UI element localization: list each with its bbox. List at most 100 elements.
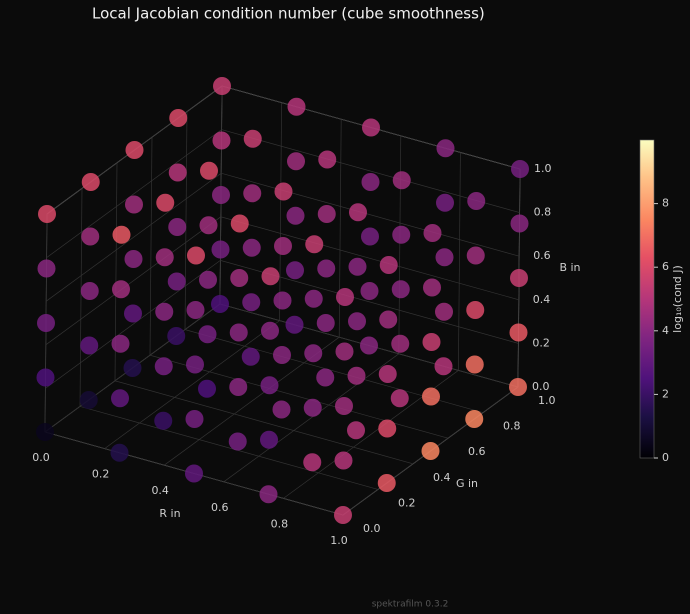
point (361, 173, 380, 191)
point (79, 391, 98, 409)
point (200, 161, 218, 180)
point (241, 347, 260, 366)
point (347, 421, 365, 440)
point (125, 195, 143, 214)
point (169, 109, 188, 127)
point (273, 346, 291, 364)
point (348, 312, 366, 331)
point (198, 379, 216, 398)
x-axis-label: R in (159, 507, 180, 520)
z-tick-label: 1.0 (534, 162, 552, 175)
point (274, 237, 292, 255)
point (80, 336, 99, 355)
y-axis-label: G in (456, 477, 478, 490)
point (242, 238, 261, 257)
point (260, 430, 278, 449)
point (37, 314, 55, 332)
colorbar-tick-label: 6 (662, 260, 669, 273)
point (467, 192, 486, 210)
point (124, 250, 143, 268)
x-tick-label: 0.2 (92, 468, 110, 481)
point (155, 302, 174, 321)
point (260, 376, 279, 395)
point (466, 301, 485, 319)
point (423, 278, 441, 297)
point (510, 214, 529, 233)
point (336, 288, 354, 306)
point (286, 261, 304, 280)
point (36, 423, 54, 441)
z-tick-label: 0.0 (532, 380, 550, 393)
point (199, 270, 217, 289)
point (511, 160, 529, 178)
point (392, 171, 411, 190)
point (334, 506, 352, 524)
point (168, 218, 187, 236)
point (37, 259, 56, 278)
z-tick-label: 0.6 (533, 249, 551, 262)
point (212, 186, 230, 204)
point (303, 398, 322, 417)
point (378, 419, 397, 438)
point (348, 257, 367, 276)
grid-line (79, 188, 379, 490)
point (349, 203, 367, 222)
point (211, 295, 229, 313)
z-tick-label: 0.4 (533, 293, 551, 306)
point (303, 453, 322, 472)
point (334, 451, 353, 470)
point (186, 355, 204, 374)
point (316, 314, 335, 332)
point (213, 77, 231, 95)
point (168, 163, 187, 182)
z-axis-label: B in (559, 261, 580, 274)
point (287, 97, 306, 116)
point (229, 378, 248, 396)
point (434, 357, 453, 376)
point (243, 129, 262, 148)
point (124, 304, 142, 323)
z-tick-label: 0.8 (534, 206, 552, 219)
colorbar-tick-label: 0 (662, 451, 669, 464)
point (81, 227, 100, 246)
point (230, 269, 249, 287)
point (36, 368, 55, 387)
colorbar (639, 139, 655, 459)
point (154, 411, 173, 430)
y-tick-label: 0.6 (468, 445, 486, 458)
point (436, 139, 455, 158)
point (335, 397, 353, 415)
y-tick-label: 0.0 (363, 522, 381, 535)
point (185, 410, 204, 428)
grid-line (184, 111, 484, 413)
x-tick-label: 0.8 (271, 517, 289, 530)
point (274, 182, 293, 201)
point (112, 280, 130, 299)
point (111, 389, 129, 408)
y-tick-label: 1.0 (538, 394, 556, 407)
point (317, 259, 336, 278)
point (318, 150, 337, 169)
point (466, 246, 485, 265)
point (198, 325, 217, 344)
point (167, 272, 186, 291)
point (230, 214, 249, 233)
point (360, 336, 378, 355)
y-tick-label: 0.2 (398, 496, 416, 509)
point (261, 321, 279, 340)
point (362, 118, 380, 137)
point (112, 225, 131, 244)
point (435, 302, 453, 321)
y-tick-label: 0.8 (503, 420, 521, 433)
point (360, 282, 379, 300)
x-tick-label: 1.0 (330, 534, 348, 547)
point (392, 225, 411, 244)
point (435, 248, 454, 267)
point (123, 359, 142, 377)
point (304, 344, 323, 363)
point (510, 269, 528, 287)
point (377, 474, 396, 492)
point (243, 184, 262, 203)
